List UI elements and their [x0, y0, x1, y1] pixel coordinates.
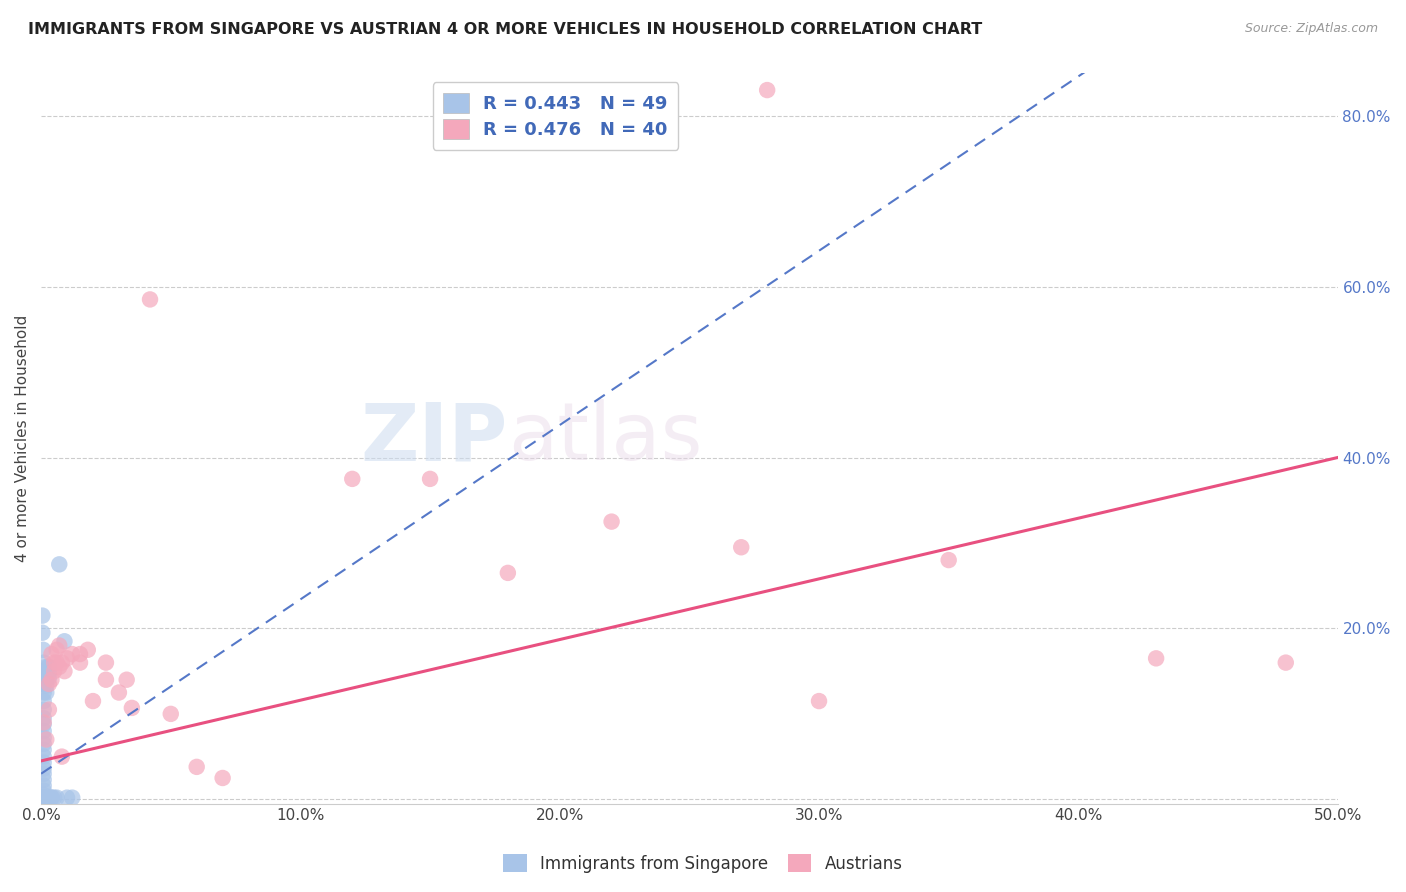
Text: Source: ZipAtlas.com: Source: ZipAtlas.com — [1244, 22, 1378, 36]
Point — [53, 664, 76, 678]
Point — [32, 711, 55, 725]
Point — [69, 656, 91, 670]
Point — [32, 664, 55, 678]
Point — [41, 647, 63, 661]
Point — [41, 790, 63, 805]
Point — [53, 634, 76, 648]
Point — [32, 762, 55, 776]
Point — [48, 660, 70, 674]
Point — [32, 792, 55, 806]
Point — [139, 293, 162, 307]
Point — [32, 715, 55, 730]
Point — [32, 694, 55, 708]
Point — [45, 790, 67, 805]
Point — [45, 656, 67, 670]
Point — [42, 790, 65, 805]
Point — [56, 651, 79, 665]
Point — [31, 790, 53, 805]
Point — [808, 694, 831, 708]
Point — [32, 772, 55, 787]
Point — [108, 685, 131, 699]
Point — [41, 673, 63, 687]
Point — [211, 771, 233, 785]
Point — [76, 642, 98, 657]
Point — [32, 790, 55, 805]
Point — [32, 737, 55, 751]
Point — [38, 703, 60, 717]
Point — [42, 656, 65, 670]
Point — [342, 472, 364, 486]
Point — [32, 766, 55, 780]
Point — [60, 647, 83, 661]
Point — [159, 706, 181, 721]
Point — [419, 472, 441, 486]
Point — [41, 790, 63, 805]
Point — [32, 723, 55, 738]
Point — [31, 790, 53, 805]
Point — [31, 790, 53, 805]
Point — [756, 83, 779, 97]
Point — [32, 717, 55, 731]
Point — [32, 788, 55, 802]
Point — [32, 749, 55, 764]
Point — [82, 694, 104, 708]
Point — [51, 749, 73, 764]
Point — [32, 642, 55, 657]
Point — [60, 790, 83, 805]
Point — [32, 703, 55, 717]
Text: ZIP: ZIP — [360, 400, 508, 477]
Point — [42, 664, 65, 678]
Point — [32, 756, 55, 770]
Point — [38, 671, 60, 685]
Legend: R = 0.443   N = 49, R = 0.476   N = 40: R = 0.443 N = 49, R = 0.476 N = 40 — [433, 82, 678, 150]
Point — [496, 566, 519, 580]
Point — [31, 790, 53, 805]
Y-axis label: 4 or more Vehicles in Household: 4 or more Vehicles in Household — [15, 315, 30, 562]
Point — [38, 665, 60, 680]
Legend: Immigrants from Singapore, Austrians: Immigrants from Singapore, Austrians — [496, 847, 910, 880]
Point — [48, 639, 70, 653]
Point — [48, 558, 70, 572]
Point — [32, 677, 55, 691]
Point — [32, 779, 55, 793]
Point — [730, 541, 752, 555]
Point — [32, 656, 55, 670]
Point — [51, 656, 73, 670]
Point — [45, 642, 67, 657]
Point — [32, 784, 55, 798]
Point — [32, 792, 55, 806]
Point — [35, 665, 58, 680]
Point — [31, 625, 53, 640]
Point — [1274, 656, 1296, 670]
Point — [32, 792, 55, 806]
Point — [38, 660, 60, 674]
Point — [31, 608, 53, 623]
Point — [35, 660, 58, 674]
Point — [35, 732, 58, 747]
Point — [1144, 651, 1167, 665]
Text: IMMIGRANTS FROM SINGAPORE VS AUSTRIAN 4 OR MORE VEHICLES IN HOUSEHOLD CORRELATIO: IMMIGRANTS FROM SINGAPORE VS AUSTRIAN 4 … — [28, 22, 983, 37]
Point — [32, 731, 55, 745]
Point — [32, 668, 55, 682]
Point — [115, 673, 138, 687]
Point — [94, 656, 117, 670]
Point — [35, 679, 58, 693]
Point — [69, 647, 91, 661]
Point — [35, 685, 58, 699]
Point — [32, 685, 55, 699]
Point — [600, 515, 623, 529]
Point — [938, 553, 960, 567]
Text: atlas: atlas — [508, 400, 702, 477]
Point — [38, 677, 60, 691]
Point — [35, 673, 58, 687]
Point — [38, 660, 60, 674]
Point — [186, 760, 208, 774]
Point — [121, 701, 143, 715]
Point — [32, 743, 55, 757]
Point — [56, 790, 79, 805]
Point — [94, 673, 117, 687]
